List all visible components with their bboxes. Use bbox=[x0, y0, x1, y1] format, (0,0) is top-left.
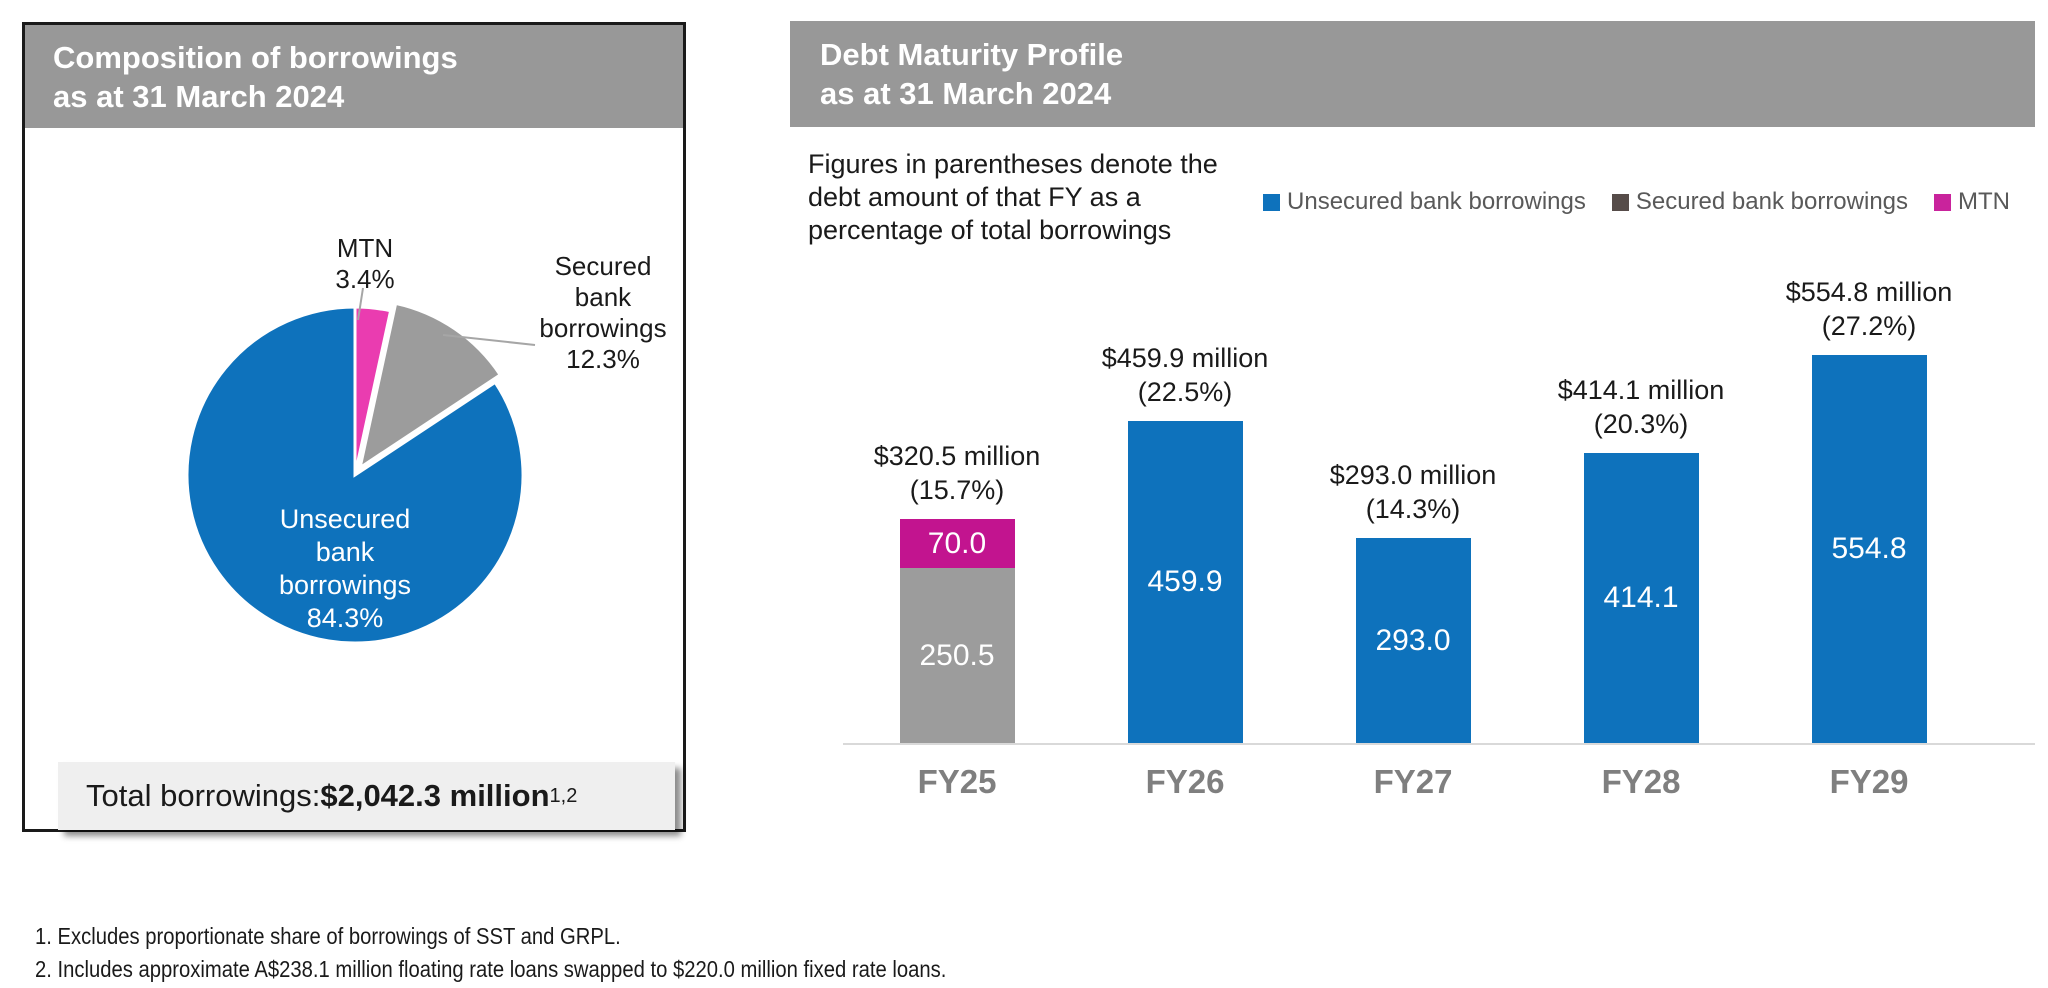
pie-label-mtn-name: MTN bbox=[336, 233, 394, 263]
pie-label-mtn: MTN 3.4% bbox=[295, 233, 435, 295]
footnote-1: 1. Excludes proportionate share of borro… bbox=[35, 923, 621, 949]
bar-total-label-fy28: $414.1 million (20.3%) bbox=[1557, 375, 1725, 439]
bar-stack-fy29: 554.8 bbox=[1811, 355, 1927, 743]
bar-segment-fy25-secured: 250.5 bbox=[899, 568, 1015, 743]
bar-value-label: 459.9 bbox=[1147, 565, 1223, 598]
bar-chart-plot-area: $320.5 million (15.7%) 70.0 250.5 $459.9 mil… bbox=[843, 243, 2035, 745]
bar-segment-fy27-unsecured: 293.0 bbox=[1355, 538, 1471, 743]
composition-title-line2: as at 31 March 2024 bbox=[53, 79, 345, 114]
bar-stack-fy25: 70.0 250.5 bbox=[899, 519, 1015, 743]
bar-column-fy27: $293.0 million (14.3%) 293.0 bbox=[1299, 458, 1527, 743]
secured-leader-line bbox=[442, 334, 536, 346]
pie-label-secured-name: Secured bank borrowings bbox=[539, 251, 667, 343]
footnotes: 1. Excludes proportionate share of borro… bbox=[35, 922, 1071, 988]
bar-segment-fy25-mtn: 70.0 bbox=[899, 519, 1015, 568]
pie-label-secured: Secured bank borrowings 12.3% bbox=[533, 251, 673, 375]
composition-panel-header: Composition of borrowings as at 31 March… bbox=[25, 25, 683, 128]
pie-label-unsecured: Unsecured bank borrowings 84.3% bbox=[265, 503, 425, 635]
bar-segment-fy29-unsecured: 554.8 bbox=[1811, 355, 1927, 743]
total-borrowings-value: $2,042.3 million bbox=[320, 778, 550, 813]
category-label-fy27: FY27 bbox=[1373, 763, 1453, 800]
bar-stack-fy28: 414.1 bbox=[1583, 453, 1699, 743]
total-borrowings-box: Total borrowings: $2,042.3 million 1,2 bbox=[58, 762, 675, 830]
bar-stack-fy26: 459.9 bbox=[1127, 421, 1243, 743]
legend-label: Secured bank borrowings bbox=[1635, 188, 1909, 215]
pie-chart bbox=[185, 287, 536, 645]
maturity-title-line1: Debt Maturity Profile bbox=[820, 37, 1124, 72]
total-borrowings-label: Total borrowings: bbox=[86, 778, 321, 813]
maturity-title-line2: as at 31 March 2024 bbox=[820, 76, 1112, 111]
legend-item-secured: Secured bank borrowings bbox=[1611, 188, 1909, 216]
composition-title-line1: Composition of borrowings bbox=[53, 40, 458, 75]
pie-slice-unsecured bbox=[185, 305, 525, 645]
pie-label-unsecured-pct: 84.3% bbox=[306, 603, 384, 633]
mtn-leader-line bbox=[357, 287, 364, 321]
legend-label: MTN bbox=[1958, 188, 2010, 215]
maturity-panel-header: Debt Maturity Profile as at 31 March 202… bbox=[790, 21, 2035, 127]
bar-total-label-fy29: $554.8 million (27.2%) bbox=[1785, 277, 1953, 341]
bar-segment-fy28-unsecured: 414.1 bbox=[1583, 453, 1699, 743]
bar-column-fy26: $459.9 million (22.5%) 459.9 bbox=[1071, 341, 1299, 743]
bar-segment-fy26-unsecured: 459.9 bbox=[1127, 421, 1243, 743]
bar-total-label-fy25: $320.5 million (15.7%) bbox=[873, 441, 1041, 505]
bar-value-label: 414.1 bbox=[1603, 581, 1679, 614]
bar-column-fy28: $414.1 million (20.3%) 414.1 bbox=[1527, 373, 1755, 743]
bar-total-label-fy27: $293.0 million (14.3%) bbox=[1329, 460, 1497, 524]
category-label-fy25: FY25 bbox=[917, 763, 997, 800]
category-label-fy29: FY29 bbox=[1829, 763, 1909, 800]
pie-label-unsecured-name: Unsecured bank borrowings bbox=[278, 504, 412, 600]
pie-label-mtn-pct: 3.4% bbox=[335, 264, 395, 294]
bar-value-label: 554.8 bbox=[1831, 532, 1907, 565]
composition-panel: Composition of borrowings as at 31 March… bbox=[22, 22, 686, 832]
bar-value-label: 250.5 bbox=[919, 638, 995, 672]
chart-legend: Unsecured bank borrowings Secured bank bo… bbox=[1263, 188, 2010, 216]
legend-label: Unsecured bank borrowings bbox=[1287, 188, 1586, 215]
parentheses-note: Figures in parentheses denote the debt a… bbox=[808, 149, 1218, 245]
legend-swatch-icon bbox=[1934, 193, 1952, 211]
bar-value-label: 70.0 bbox=[927, 526, 987, 560]
category-label-fy28: FY28 bbox=[1601, 763, 1681, 800]
legend-swatch-icon bbox=[1263, 193, 1281, 211]
bar-category-axis: FY25 FY26 FY27 FY28 FY29 bbox=[843, 763, 1983, 801]
bar-total-label-fy26: $459.9 million (22.5%) bbox=[1101, 343, 1269, 407]
bar-columns: $320.5 million (15.7%) 70.0 250.5 $459.9 mil… bbox=[843, 243, 1983, 743]
category-label-fy26: FY26 bbox=[1145, 763, 1225, 800]
footnote-2: 2. Includes approximate A$238.1 million … bbox=[35, 956, 947, 982]
legend-swatch-icon bbox=[1611, 193, 1629, 211]
bar-column-fy29: $554.8 million (27.2%) 554.8 bbox=[1755, 275, 1983, 743]
pie-label-secured-pct: 12.3% bbox=[566, 344, 640, 374]
pie-slice-secured bbox=[357, 301, 503, 471]
bar-stack-fy27: 293.0 bbox=[1355, 538, 1471, 743]
bar-column-fy25: $320.5 million (15.7%) 70.0 250.5 bbox=[843, 439, 1071, 743]
legend-item-unsecured: Unsecured bank borrowings bbox=[1263, 188, 1586, 216]
legend-item-mtn: MTN bbox=[1934, 188, 2010, 216]
bar-value-label: 293.0 bbox=[1375, 623, 1451, 657]
